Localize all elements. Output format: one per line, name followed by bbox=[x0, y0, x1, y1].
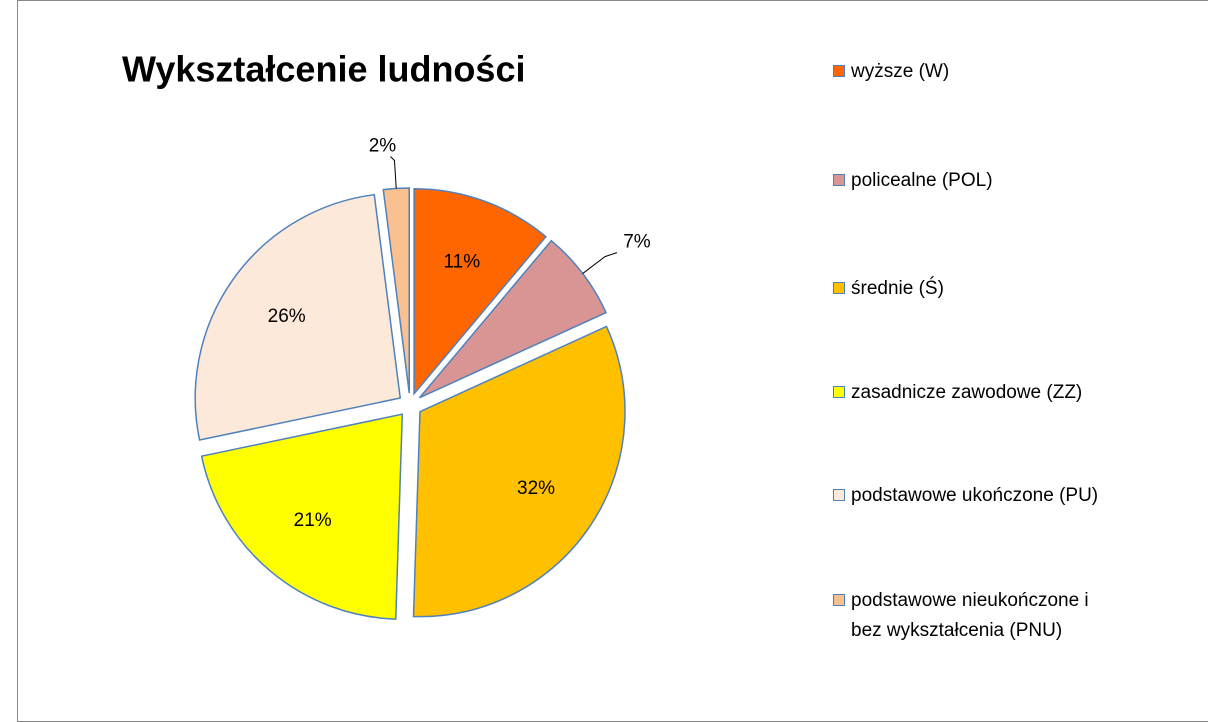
legend-swatch bbox=[833, 65, 845, 77]
legend-item: zasadnicze zawodowe (ZZ) bbox=[833, 378, 1196, 408]
legend-label: podstawowe ukończone (PU) bbox=[851, 485, 1099, 506]
legend-item: policealne (POL) bbox=[833, 166, 1196, 196]
legend-swatch bbox=[833, 489, 845, 501]
pie-slice bbox=[412, 325, 626, 618]
legend-label: wyższe (W) bbox=[851, 61, 950, 82]
legend-swatch bbox=[833, 282, 845, 294]
chart-title: Wykształcenie ludności bbox=[122, 49, 525, 90]
data-label: 26% bbox=[268, 306, 306, 327]
legend-swatch bbox=[833, 386, 845, 398]
legend-label: średnie (Ś) bbox=[851, 278, 944, 299]
data-label: 7% bbox=[623, 232, 651, 253]
data-label: 2% bbox=[369, 136, 397, 157]
data-label: 32% bbox=[517, 478, 555, 499]
leader-line bbox=[390, 156, 397, 189]
data-label: 21% bbox=[294, 510, 332, 531]
pie-slice bbox=[200, 413, 404, 620]
legend-item: wyższe (W) bbox=[833, 57, 1196, 87]
legend-label: zasadnicze zawodowe (ZZ) bbox=[851, 382, 1083, 403]
legend-label: policealne (POL) bbox=[851, 170, 993, 191]
data-label: 11% bbox=[443, 252, 480, 273]
pie-slice bbox=[413, 187, 547, 396]
legend-item: podstawowe nieukończone i bez wykształce… bbox=[833, 586, 1101, 646]
legend-item: podstawowe ukończone (PU) bbox=[833, 481, 1196, 511]
pie-slice bbox=[194, 193, 402, 441]
legend-item: średnie (Ś) bbox=[833, 274, 1196, 304]
legend-swatch bbox=[833, 594, 845, 606]
leader-line bbox=[582, 252, 618, 274]
legend-label: podstawowe nieukończone i bez wykształce… bbox=[851, 590, 1089, 641]
legend-swatch bbox=[833, 174, 845, 186]
